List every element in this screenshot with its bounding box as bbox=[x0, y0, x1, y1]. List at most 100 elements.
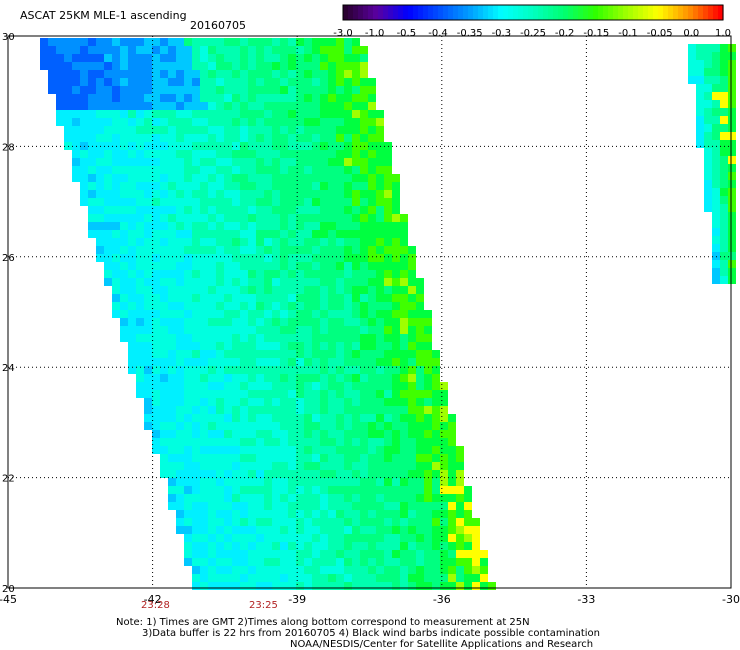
swath-cell bbox=[384, 230, 392, 238]
swath-cell bbox=[352, 502, 360, 510]
swath-cell bbox=[720, 100, 728, 108]
swath-cell bbox=[272, 198, 280, 206]
swath-cell bbox=[232, 158, 240, 166]
swath-cell bbox=[704, 164, 712, 172]
swath-cell bbox=[208, 574, 216, 582]
swath-cell bbox=[280, 350, 288, 358]
swath-cell bbox=[136, 94, 144, 102]
swath-cell bbox=[296, 302, 304, 310]
swath-cell bbox=[352, 102, 360, 110]
swath-cell bbox=[344, 118, 352, 126]
swath-cell bbox=[392, 246, 400, 254]
swath-cell bbox=[64, 70, 72, 78]
swath-cell bbox=[200, 94, 208, 102]
swath-cell bbox=[88, 110, 96, 118]
swath-cell bbox=[192, 206, 200, 214]
swath-cell bbox=[696, 132, 704, 140]
swath-cell bbox=[352, 334, 360, 342]
swath-cell bbox=[336, 366, 344, 374]
swath-cell bbox=[464, 526, 472, 534]
swath-cell bbox=[208, 406, 216, 414]
swath-cell bbox=[360, 398, 368, 406]
swath-cell bbox=[232, 518, 240, 526]
swath-cell bbox=[328, 510, 336, 518]
swath-cell bbox=[256, 566, 264, 574]
swath-cell bbox=[216, 254, 224, 262]
swath-cell bbox=[728, 68, 736, 76]
swath-cell bbox=[216, 390, 224, 398]
swath-cell bbox=[240, 558, 248, 566]
swath-cell bbox=[184, 54, 192, 62]
swath-cell bbox=[312, 214, 320, 222]
swath-cell bbox=[280, 214, 288, 222]
swath-cell bbox=[168, 414, 176, 422]
swath-cell bbox=[144, 294, 152, 302]
swath-cell bbox=[400, 366, 408, 374]
swath-cell bbox=[184, 318, 192, 326]
swath-cell bbox=[344, 478, 352, 486]
swath-cell bbox=[160, 318, 168, 326]
swath-cell bbox=[184, 422, 192, 430]
swath-cell bbox=[312, 422, 320, 430]
swath-cell bbox=[256, 294, 264, 302]
swath-cell bbox=[208, 390, 216, 398]
swath-cell bbox=[424, 566, 432, 574]
swath-cell bbox=[184, 206, 192, 214]
swath-cell bbox=[304, 574, 312, 582]
swath-cell bbox=[208, 502, 216, 510]
swath-cell bbox=[216, 502, 224, 510]
swath-cell bbox=[704, 188, 712, 196]
swath-cell bbox=[232, 430, 240, 438]
swath-cell bbox=[160, 446, 168, 454]
swath-cell bbox=[96, 54, 104, 62]
swath-cell bbox=[328, 326, 336, 334]
swath-cell bbox=[232, 462, 240, 470]
swath-cell bbox=[168, 310, 176, 318]
swath-cell bbox=[400, 462, 408, 470]
swath-cell bbox=[160, 206, 168, 214]
swath-cell bbox=[384, 534, 392, 542]
swath-cell bbox=[144, 278, 152, 286]
swath-cell bbox=[368, 494, 376, 502]
swath-cell bbox=[416, 430, 424, 438]
swath-cell bbox=[248, 94, 256, 102]
swath-cell bbox=[80, 46, 88, 54]
swath-cell bbox=[384, 150, 392, 158]
swath-cell bbox=[208, 398, 216, 406]
swath-cell bbox=[400, 406, 408, 414]
colorbar-label: -1.0 bbox=[365, 28, 385, 39]
swath-cell bbox=[216, 78, 224, 86]
swath-cell bbox=[232, 254, 240, 262]
swath-cell bbox=[232, 358, 240, 366]
swath-cell bbox=[200, 286, 208, 294]
swath-cell bbox=[208, 358, 216, 366]
swath-cell bbox=[128, 366, 136, 374]
swath-cell bbox=[296, 334, 304, 342]
swath-cell bbox=[336, 542, 344, 550]
swath-cell bbox=[192, 54, 200, 62]
swath-cell bbox=[336, 550, 344, 558]
swath-cell bbox=[216, 94, 224, 102]
swath-cell bbox=[160, 62, 168, 70]
swath-cell bbox=[224, 310, 232, 318]
swath-cell bbox=[424, 414, 432, 422]
swath-cell bbox=[416, 390, 424, 398]
swath-cell bbox=[312, 174, 320, 182]
swath-cell bbox=[392, 422, 400, 430]
swath-cell bbox=[416, 510, 424, 518]
swath-cell bbox=[256, 270, 264, 278]
swath-cell bbox=[104, 38, 112, 46]
swath-cell bbox=[464, 558, 472, 566]
swath-cell bbox=[168, 446, 176, 454]
swath-cell bbox=[376, 438, 384, 446]
swath-cell bbox=[360, 374, 368, 382]
swath-cell bbox=[264, 358, 272, 366]
swath-cell bbox=[320, 422, 328, 430]
swath-cell bbox=[56, 62, 64, 70]
swath-cell bbox=[336, 510, 344, 518]
swath-cell bbox=[216, 446, 224, 454]
swath-cell bbox=[408, 566, 416, 574]
swath-cell bbox=[160, 422, 168, 430]
swath-cell bbox=[248, 150, 256, 158]
footer-note-1: Note: 1) Times are GMT 2)Times along bot… bbox=[116, 617, 530, 628]
